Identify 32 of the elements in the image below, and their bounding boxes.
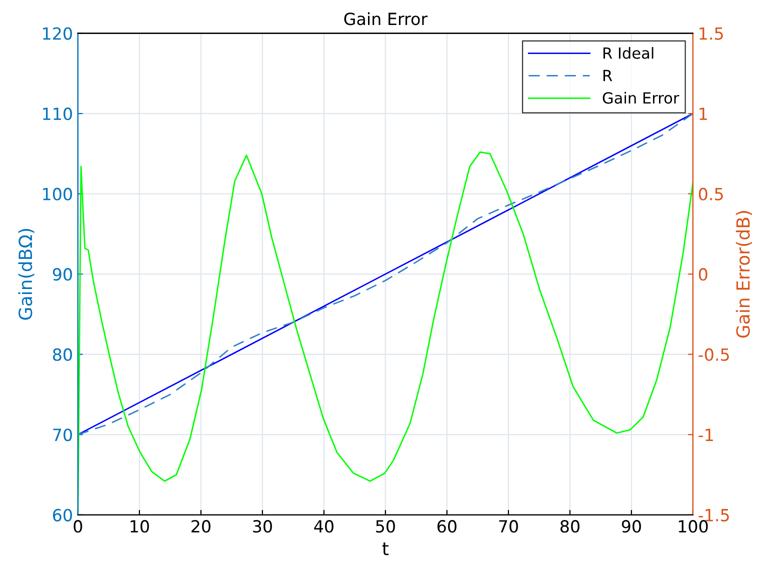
y-tick-label: 60 — [53, 508, 72, 522]
y2-axis-title: Gain Error(dB) — [736, 211, 752, 338]
y2-tick-label: 0.5 — [698, 188, 723, 200]
y2-tick-label: 0 — [698, 268, 708, 281]
x-tick-label: 50 — [376, 520, 395, 533]
x-tick-label: 100 — [678, 520, 708, 533]
y2-tick-label: -1.5 — [698, 509, 729, 522]
chart-title: Gain Error — [344, 12, 428, 26]
x-tick-label: 90 — [622, 520, 641, 533]
x-tick-label: 40 — [314, 520, 334, 533]
x-tick-label: 30 — [253, 520, 272, 533]
x-axis-title: t — [382, 542, 389, 556]
x-tick-label: 70 — [499, 520, 518, 533]
legend-label: R — [603, 70, 612, 82]
y2-tick-label: 1.5 — [700, 27, 723, 40]
y-tick-label: 110 — [43, 108, 72, 120]
y2-tick-label: -1 — [698, 428, 713, 441]
y-tick-label: 90 — [52, 268, 72, 281]
y-tick-label: 80 — [52, 348, 72, 361]
x-tick-label: 0 — [74, 520, 82, 533]
legend-label: R Ideal — [603, 47, 654, 59]
x-tick-label: 20 — [192, 520, 210, 533]
legend-label: Gain Error — [602, 92, 680, 104]
y-tick-label: 100 — [43, 188, 72, 200]
x-tick-label: 60 — [438, 520, 456, 533]
y-axis-title: Gain(dBΩ) — [18, 229, 34, 320]
y2-tick-label: -0.5 — [698, 348, 729, 361]
x-tick-label: 80 — [560, 520, 580, 533]
y-tick-label: 70 — [53, 428, 72, 442]
x-tick-label: 10 — [130, 520, 149, 533]
y-tick-label: 120 — [43, 27, 72, 40]
y2-tick-label: 1 — [700, 108, 707, 120]
